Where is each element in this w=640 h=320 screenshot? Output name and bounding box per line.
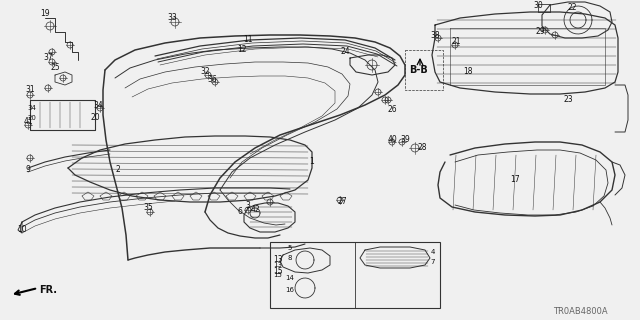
Text: 24: 24 bbox=[340, 47, 350, 57]
Text: 11: 11 bbox=[243, 36, 253, 44]
Text: 30: 30 bbox=[533, 1, 543, 10]
Text: TR0AB4800A: TR0AB4800A bbox=[553, 308, 607, 316]
Text: 40: 40 bbox=[387, 135, 397, 145]
Text: 6: 6 bbox=[237, 207, 243, 217]
Text: 13: 13 bbox=[273, 262, 282, 268]
Text: 2: 2 bbox=[116, 165, 120, 174]
Text: 20: 20 bbox=[28, 115, 36, 121]
Bar bbox=[405, 50, 443, 90]
Text: 1: 1 bbox=[310, 157, 314, 166]
Text: 20: 20 bbox=[90, 114, 100, 123]
Text: 33: 33 bbox=[167, 13, 177, 22]
Text: 19: 19 bbox=[40, 10, 50, 19]
Text: 36: 36 bbox=[207, 76, 217, 84]
Text: 35: 35 bbox=[143, 204, 153, 212]
Text: 26: 26 bbox=[387, 106, 397, 115]
Text: 31: 31 bbox=[25, 85, 35, 94]
Text: 32: 32 bbox=[200, 68, 210, 76]
Text: 39: 39 bbox=[400, 135, 410, 145]
Text: 25: 25 bbox=[50, 63, 60, 73]
Text: 15: 15 bbox=[273, 268, 283, 276]
Text: 15: 15 bbox=[273, 272, 282, 278]
Text: 12: 12 bbox=[237, 45, 247, 54]
Text: 27: 27 bbox=[337, 197, 347, 206]
Text: 21: 21 bbox=[451, 37, 461, 46]
Text: 16: 16 bbox=[285, 287, 294, 293]
Text: 5: 5 bbox=[288, 245, 292, 251]
Text: 17: 17 bbox=[510, 175, 520, 185]
Text: 9: 9 bbox=[26, 165, 31, 174]
Text: 37: 37 bbox=[43, 53, 53, 62]
Text: 10: 10 bbox=[17, 226, 27, 235]
Text: 4: 4 bbox=[431, 249, 435, 255]
Bar bbox=[270, 242, 440, 308]
Text: B-B: B-B bbox=[408, 65, 428, 75]
Text: 3: 3 bbox=[246, 201, 250, 210]
Text: 41: 41 bbox=[23, 117, 33, 126]
Text: 22: 22 bbox=[567, 4, 577, 12]
Text: 13: 13 bbox=[273, 255, 283, 265]
Text: 18: 18 bbox=[463, 68, 473, 76]
Text: 34: 34 bbox=[28, 105, 36, 111]
Text: 42: 42 bbox=[250, 205, 260, 214]
Text: 29: 29 bbox=[535, 28, 545, 36]
Text: 23: 23 bbox=[563, 95, 573, 105]
Text: 38: 38 bbox=[430, 30, 440, 39]
Text: 7: 7 bbox=[431, 259, 435, 265]
Text: 34: 34 bbox=[93, 100, 103, 109]
Text: FR.: FR. bbox=[39, 285, 57, 295]
Text: 28: 28 bbox=[417, 143, 427, 153]
Text: 14: 14 bbox=[285, 275, 294, 281]
Text: 8: 8 bbox=[288, 255, 292, 261]
